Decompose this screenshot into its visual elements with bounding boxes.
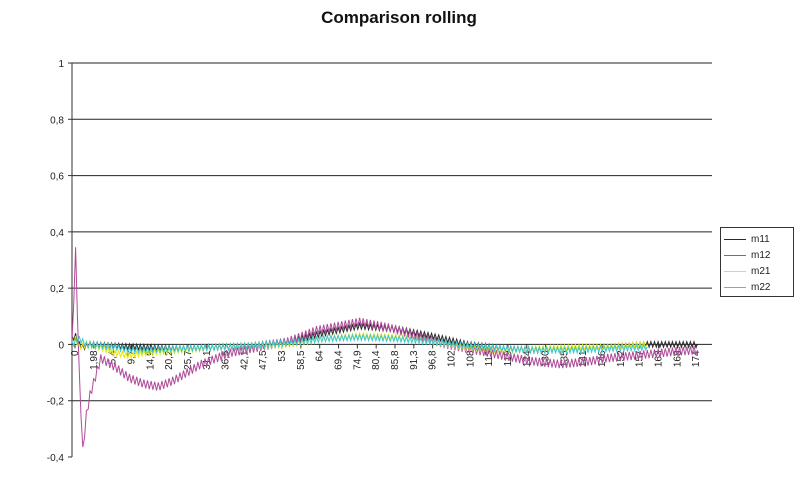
x-tick-label: 163: [654, 350, 665, 367]
legend-item-m11: m11: [724, 232, 770, 246]
legend: m11 m12 m21 m22: [720, 227, 794, 297]
x-tick-label: 31,1: [202, 350, 213, 370]
y-tick-label: 0,6: [50, 172, 64, 183]
legend-swatch: [724, 254, 746, 256]
x-tick-label: 80,4: [371, 350, 382, 370]
x-tick-label: 85,8: [390, 350, 401, 370]
x-tick-label: 91,3: [409, 350, 420, 370]
x-tick-label: 168: [672, 350, 683, 367]
x-tick-label: 135: [559, 350, 570, 367]
legend-swatch: [724, 270, 746, 272]
grid-lines: [72, 62, 712, 402]
x-tick-label: 96,8: [428, 350, 439, 370]
legend-label: m21: [751, 265, 771, 277]
x-tick-label: 20,2: [164, 350, 175, 370]
x-tick-label: 1,98: [89, 350, 100, 370]
y-tick-label: 0,2: [50, 284, 64, 295]
legend-label: m11: [751, 233, 770, 245]
x-tick-label: 0: [70, 350, 81, 356]
y-tick-label: 0: [58, 340, 64, 351]
x-tick-label: 53: [277, 350, 288, 362]
x-tick-label: 108: [465, 350, 476, 367]
legend-label: m22: [751, 281, 771, 293]
x-tick-label: 157: [635, 350, 646, 367]
x-tick-label: 14,9: [145, 350, 156, 370]
series-line-m22: [71, 332, 648, 355]
x-tick-label: 64: [315, 350, 326, 362]
y-tick-label: 1: [58, 59, 64, 70]
series-lines: [71, 247, 699, 448]
legend-swatch: [724, 238, 746, 240]
x-tick-label: 69,4: [334, 350, 345, 370]
x-tick-label: 25,7: [183, 350, 194, 370]
series-line-m12: [71, 247, 699, 448]
y-tick-label: 0,8: [50, 115, 64, 126]
x-tick-label: 74,9: [352, 350, 363, 370]
legend-item-m22: m22: [724, 280, 770, 294]
x-tick-label: 47,5: [258, 350, 269, 370]
x-tick-label: 58,5: [296, 350, 307, 370]
legend-label: m12: [751, 249, 771, 261]
chart-title: Comparison rolling: [321, 8, 477, 27]
x-tick-label: 36,5: [221, 350, 232, 370]
x-tick-label: 152: [616, 350, 627, 367]
x-tick-label: 102: [446, 350, 457, 367]
y-tick-label: -0,2: [47, 397, 65, 408]
x-tick-label: 124: [522, 350, 533, 367]
y-tick-label: 0,4: [50, 228, 64, 239]
legend-item-m21: m21: [724, 264, 770, 278]
x-tick-label: 141: [578, 350, 589, 367]
legend-item-m12: m12: [724, 248, 770, 262]
y-axis: 1 0,8 0,6 0,4 0,2 0 -0,2 -0,4: [47, 59, 73, 464]
x-tick-label: 174: [691, 350, 702, 367]
x-tick-label: 42,1: [239, 350, 250, 370]
x-tick-label: 113: [484, 350, 495, 366]
x-tick-label: 5,4: [108, 350, 119, 364]
y-tick-label: -0,4: [47, 453, 65, 464]
legend-swatch: [724, 286, 746, 288]
x-tick-label: 146: [597, 350, 608, 367]
